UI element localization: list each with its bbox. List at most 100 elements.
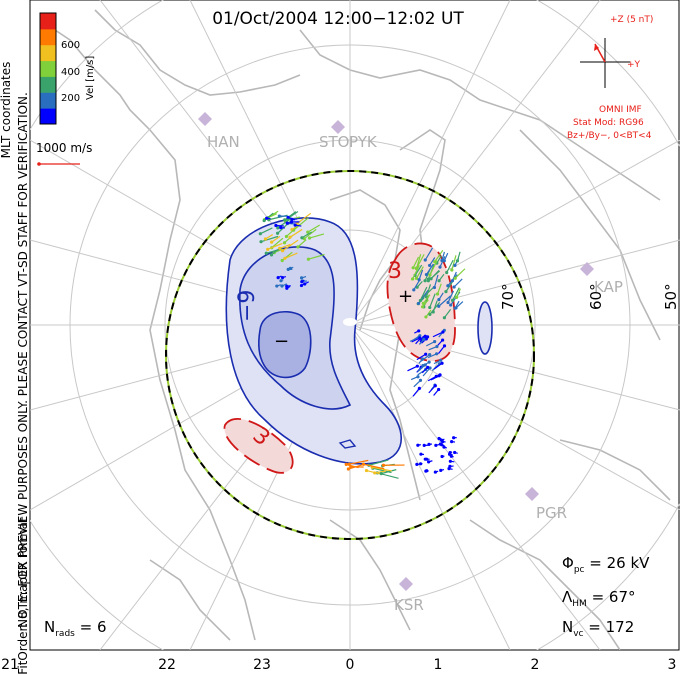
velocity-vector-origin [418,336,422,340]
mlt-tick-2: 2 [531,657,540,673]
velocity-vector-origin [421,301,425,305]
velocity-vector [267,242,283,250]
velocity-vector-origin [280,284,284,288]
velocity-vector-origin [421,305,425,309]
fit-order-note: FitOrder: 8, mapEX format [16,517,30,674]
velocity-vector-origin [448,459,452,463]
velocity-vector-origin [266,247,270,251]
velocity-vector [366,469,382,475]
velocity-vector-origin [424,469,428,473]
velocity-vector-origin [410,277,415,281]
velocity-vector-origin [303,282,307,286]
velocity-vector-origin [283,218,287,222]
velocity-vector-origin [417,386,421,390]
station-label-kap: KAP [594,278,623,296]
velocity-vector-origin [428,273,432,277]
preview-note: NOTE: FOR PREVIEW PURPOSES ONLY. PLEASE … [16,92,30,628]
velocity-vector [415,266,424,279]
velocity-vector [286,223,301,237]
neg-contour-label: −9 [235,290,260,322]
colorbar-tick-600: 600 [61,40,80,51]
velocity-vector-origin [381,463,386,467]
stat-lambda-hm: ΛHM = 67° [562,588,636,609]
velocity-vector [454,268,466,279]
velocity-vector-origin [441,330,445,334]
velocity-vector [368,459,389,466]
velocity-vector-origin [444,290,448,294]
velocity-vector [418,269,424,280]
velocity-vector-origin [440,454,444,459]
velocity-vector-origin [361,462,366,466]
velocity-vector-origin [433,384,437,388]
velocity-vector-origin [290,217,294,221]
station-label-sto: STO [319,133,350,151]
velocity-vector-origin [279,226,283,230]
velocity-vector-origin [293,223,297,227]
velocity-vector-origin [455,259,460,263]
velocity-vector-origin [453,263,457,267]
velocity-vector-origin [280,258,284,263]
pos-contour-label: 3 [388,259,402,284]
map-title: 01/Oct/2004 12:00−12:02 UT [212,9,464,29]
mlt-tick-23: 23 [253,657,271,673]
imf-source: OMNI IMF [599,105,642,115]
velocity-vector-origin [277,214,281,218]
velocity-vector-origin [275,231,280,235]
velocity-vector-origin [275,284,279,288]
velocity-vector [430,269,440,280]
velocity-vector [429,293,436,308]
velocity-vector-origin [416,443,420,447]
velocity-vector [412,387,420,397]
velocity-vector [289,228,303,238]
velocity-vector-origin [306,257,311,261]
velocity-vector [414,264,423,276]
velocity-vector-origin [442,445,446,449]
velocity-vector [363,463,385,470]
velocity-vector-origin [422,443,426,448]
velocity-vector [437,345,445,354]
mlt-tick-0: 0 [346,657,355,673]
velocity-vector-origin [286,215,290,219]
neg-small-contour [338,439,357,449]
velocity-vector-origin [296,245,300,249]
velocity-vector-origin [423,279,427,283]
velocity-vector-origin [442,316,447,320]
velocity-vector [412,256,420,269]
velocity-vector-origin [364,468,369,473]
colorbar-tick-400: 400 [61,67,80,78]
velocity-vector-origin [452,285,456,289]
velocity-vector-origin [437,436,441,441]
velocity-vector-origin [446,284,450,288]
velocity-vector-origin [299,283,304,288]
velocity-vector [417,364,426,373]
velocity-vector-origin [447,467,451,471]
lat-label-60: 60° [587,283,605,310]
velocity-vector [308,253,325,260]
imf-plus-z: +Z (5 nT) [610,15,653,25]
velocity-vector [439,256,446,268]
coordinate-label: MLT coordinates [0,62,13,159]
stat-n-vc: Nvc = 172 [562,618,634,639]
velocity-vector [282,239,299,252]
velocity-vector-origin [269,253,274,257]
velocity-vector-origin [344,462,348,466]
velocity-vector-origin [418,298,422,303]
velocity-vector [407,365,418,372]
velocity-vector [447,290,455,303]
velocity-vector [433,362,443,370]
velocity-vector-origin [379,472,383,476]
velocity-vector-origin [435,352,439,356]
velocity-vector-origin [423,363,427,367]
velocity-vector-origin [288,266,293,270]
velocity-vector [381,469,397,475]
velocity-vector [284,252,298,259]
velocity-vector-origin [416,375,420,379]
velocity-vector [266,249,278,254]
velocity-vector-origin [265,216,269,220]
velocity-vector-origin [427,360,431,364]
velocity-vector-origin [446,300,450,305]
velocity-vector [425,263,434,275]
velocity-vector-origin [428,352,432,357]
velocity-vector-origin [276,276,280,280]
